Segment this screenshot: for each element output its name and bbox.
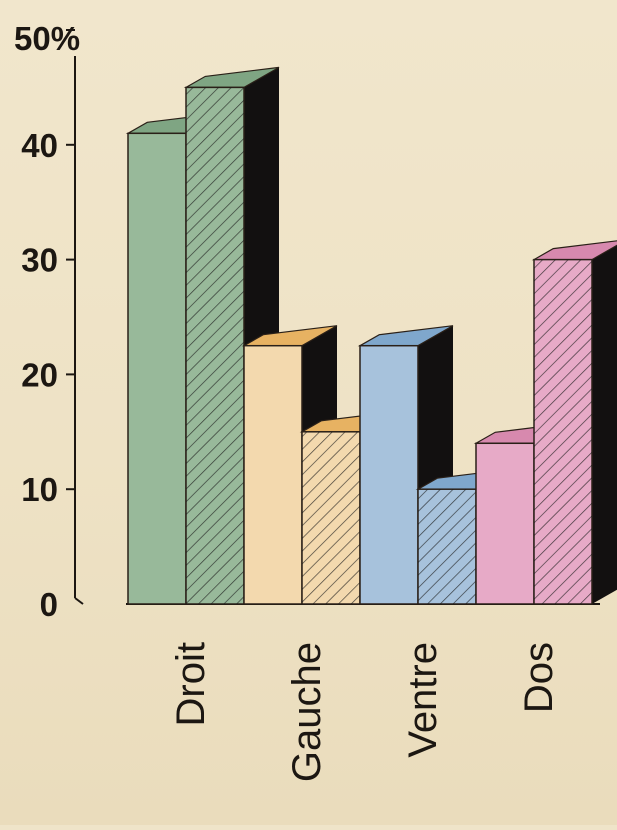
category-label-droit: Droit [169,642,213,726]
y-tick-label: 40 [21,127,58,164]
y-tick-label: 10 [21,471,58,508]
bar-front [243,344,303,605]
bar-hatch [534,259,592,604]
y-axis-foot [74,597,84,605]
y-tick-label: 50% [14,20,80,57]
category-label-gauche: Gauche [285,642,329,782]
category-label-dos: Dos [517,642,561,713]
bar-dos-hatched [531,240,617,605]
bar-hatch [302,431,360,604]
bar-front [359,344,419,605]
y-tick-label: 30 [21,242,58,279]
bar-hatch [186,87,244,604]
y-tick-label: 20 [21,356,58,393]
bar-front [475,442,535,605]
y-tick-label: 0 [40,586,58,623]
bar-hatch [418,489,476,604]
bar-front [127,132,187,605]
category-label-ventre: Ventre [401,642,445,758]
bar-side [592,245,617,604]
